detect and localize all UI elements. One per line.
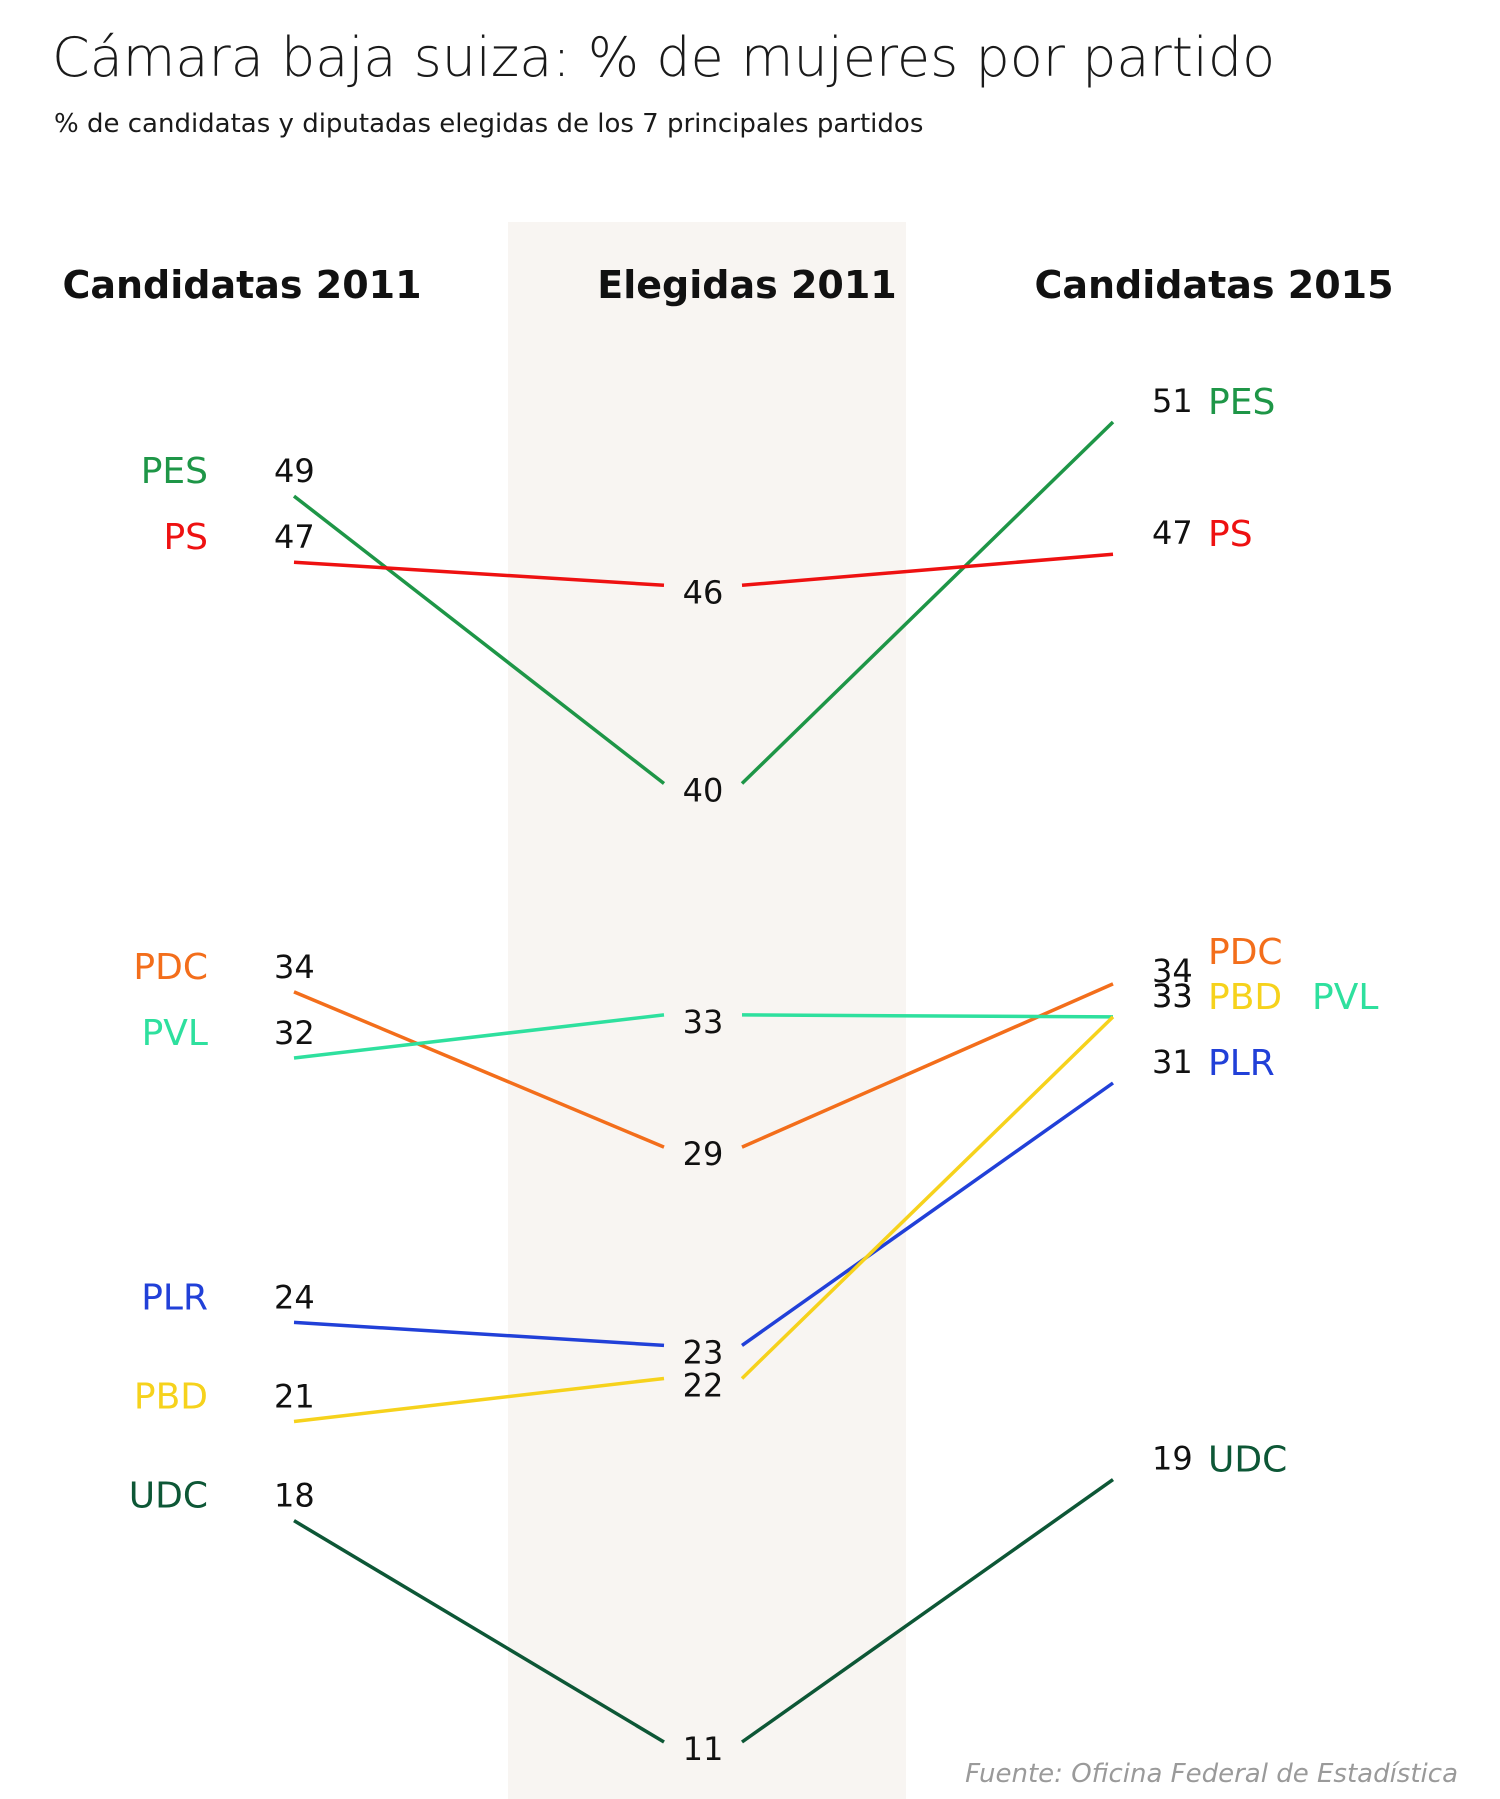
- value-ps-candidatas-2011: 47: [274, 518, 315, 556]
- value-ps-candidatas-2015: 47: [1152, 514, 1193, 552]
- chart-marks: 49 PES 40 51 PES 47 PS 46 47 PS 34 PDC 29 34 PDC 32 PVL 3…: [129, 382, 1379, 1768]
- line-ps-2015: [741, 552, 1114, 587]
- party-label-ps-right: PS: [1208, 514, 1253, 555]
- source-note: Fuente: Oficina Federal de Estadística: [965, 1759, 1458, 1789]
- value-plr-candidatas-2011: 24: [274, 1278, 315, 1316]
- value-pvl-candidatas-2011: 32: [274, 1014, 315, 1052]
- line-pbd-2015: [740, 1015, 1115, 1380]
- line-pdc-2011: [293, 990, 665, 1149]
- line-pes-2015: [740, 420, 1115, 785]
- party-label-plr-right: PLR: [1208, 1043, 1275, 1084]
- party-label-pdc-right: PDC: [1208, 932, 1283, 973]
- party-label-pvl-left: PVL: [142, 1013, 208, 1054]
- chart-subtitle: % de candidatas y diputadas elegidas de …: [54, 109, 923, 139]
- value-pvl-candidatas-2015: 33: [1152, 977, 1193, 1015]
- chart-title: Cámara baja suiza: % de mujeres por part…: [52, 26, 1275, 89]
- party-label-pes-right: PES: [1208, 382, 1275, 423]
- line-pvl-2015: [741, 1013, 1114, 1019]
- value-pdc-candidatas-2011: 34: [274, 948, 315, 986]
- line-pes-2011: [292, 494, 666, 785]
- party-label-pbd-left: PBD: [134, 1377, 208, 1418]
- party-label-pvl-right: PVL: [1312, 977, 1378, 1018]
- line-plr-2011: [293, 1320, 665, 1348]
- value-plr-candidatas-2015: 31: [1152, 1043, 1193, 1081]
- value-udc-elegidas-2011: 11: [683, 1730, 724, 1768]
- value-ps-elegidas-2011: 46: [683, 573, 724, 611]
- value-plr-elegidas-2011: 23: [683, 1333, 724, 1371]
- line-pdc-2015: [741, 982, 1114, 1149]
- party-label-pes-left: PES: [141, 451, 208, 492]
- value-pvl-elegidas-2011: 33: [683, 1003, 724, 1041]
- value-pes-elegidas-2011: 40: [683, 772, 724, 810]
- value-udc-candidatas-2011: 18: [274, 1477, 315, 1515]
- column-header-candidatas-2011: Candidatas 2011: [62, 263, 421, 307]
- party-label-ps-left: PS: [163, 517, 208, 558]
- highlight-band: [508, 222, 906, 1799]
- value-pbd-candidatas-2011: 21: [274, 1378, 315, 1416]
- party-label-plr-left: PLR: [141, 1277, 208, 1318]
- value-pdc-elegidas-2011: 29: [683, 1135, 724, 1173]
- line-udc-2015: [740, 1478, 1115, 1744]
- value-pes-candidatas-2015: 51: [1152, 382, 1193, 420]
- value-pbd-candidatas-2015: 33: [1152, 977, 1193, 1015]
- party-label-udc-left: UDC: [129, 1476, 208, 1517]
- column-header-candidatas-2015: Candidatas 2015: [1034, 263, 1393, 307]
- line-ps-2011: [293, 560, 665, 587]
- party-label-udc-right: UDC: [1208, 1440, 1287, 1481]
- line-pvl-2011: [293, 1013, 665, 1060]
- line-plr-2015: [740, 1081, 1115, 1347]
- line-pbd-2011: [293, 1376, 665, 1424]
- value-pbd-elegidas-2011: 22: [683, 1366, 724, 1404]
- party-label-pbd-right: PBD: [1208, 977, 1282, 1018]
- value-pes-candidatas-2011: 49: [274, 452, 315, 490]
- value-udc-candidatas-2015: 19: [1152, 1440, 1193, 1478]
- value-pdc-candidatas-2015: 34: [1152, 952, 1193, 990]
- line-udc-2011: [293, 1519, 665, 1744]
- party-label-pdc-left: PDC: [133, 947, 208, 988]
- column-header-elegidas-2011: Elegidas 2011: [597, 263, 896, 307]
